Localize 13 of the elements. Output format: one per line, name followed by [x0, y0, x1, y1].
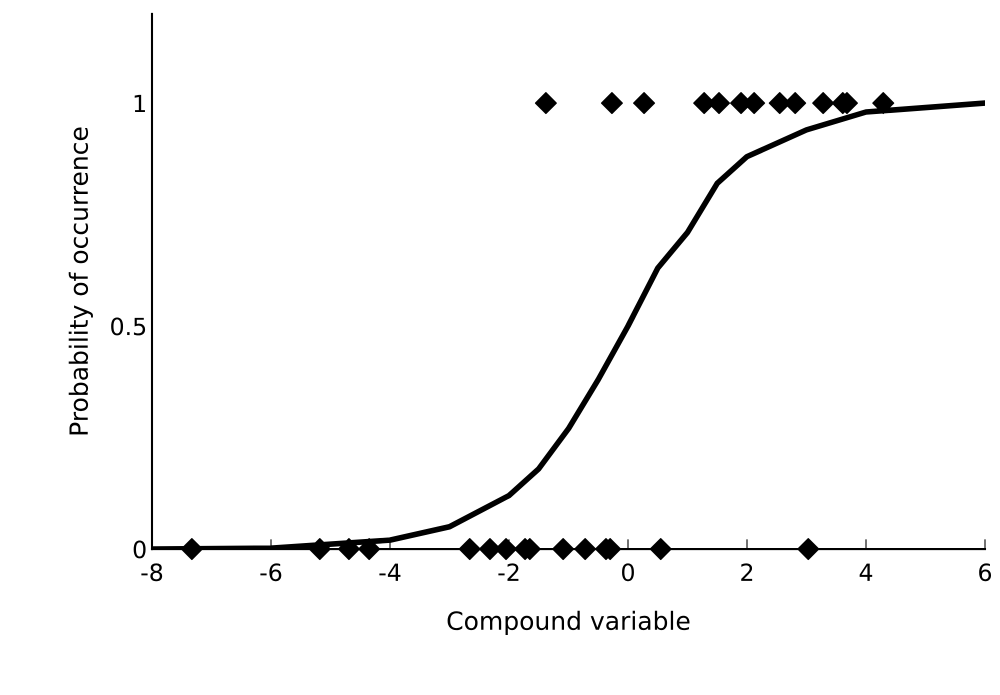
y-tick-label: 1	[134, 94, 145, 112]
x-tick-label: -2	[498, 563, 518, 581]
y-axis-title: Probability of occurrence	[68, 127, 93, 434]
x-tick-label: 6	[979, 563, 992, 582]
x-tick-label: -4	[379, 564, 400, 581]
x-tick-label: 0	[622, 563, 634, 582]
y-tick-label: 0.5	[111, 318, 146, 336]
x-tick-label: -8	[141, 563, 162, 582]
x-tick-label: 2	[741, 563, 752, 581]
y-tick-label: 0	[134, 540, 146, 558]
x-axis-title: Compound variable	[448, 610, 690, 635]
x-tick-label: 4	[860, 564, 872, 581]
x-tick-label: -6	[260, 563, 282, 582]
